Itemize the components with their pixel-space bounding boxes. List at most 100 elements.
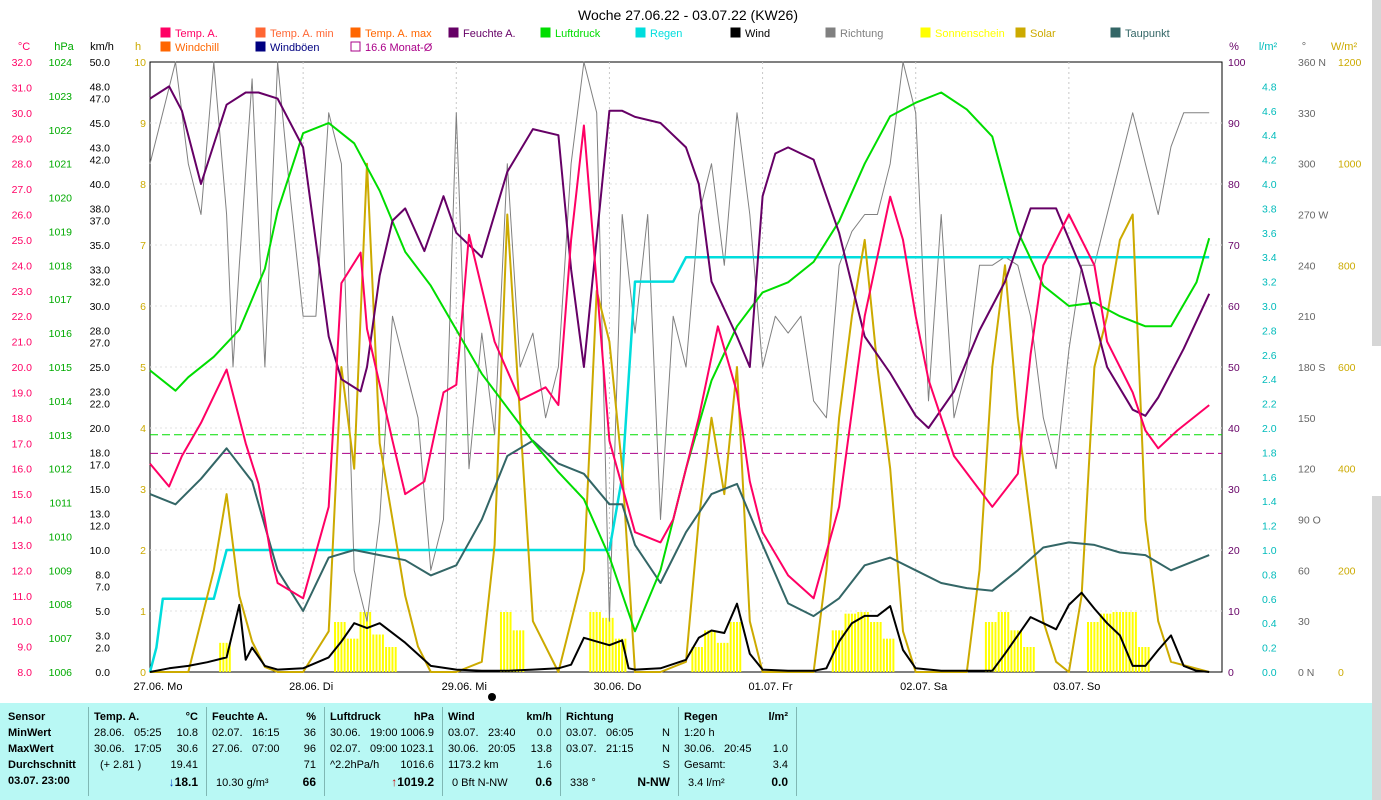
series-line-richtung: [149, 61, 1210, 622]
day-label: 03.07. So: [1053, 681, 1100, 693]
temp-min-time: 05:25: [134, 727, 162, 739]
axis-tick-sun: 2: [140, 545, 146, 557]
temp-avg-value: 19.41: [170, 759, 198, 771]
legend-label: Windböen: [270, 42, 320, 54]
axis-tick-temp: 17.0: [12, 438, 33, 450]
current-position-marker: [488, 693, 496, 701]
rain-column: Regen l/m² 1:20 h 30.06. 20:45 1.0 Gesam…: [684, 703, 792, 800]
axis-tick-rain: 2.2: [1262, 399, 1277, 411]
wind-column: Wind km/h 03.07. 23:40 0.0 30.06. 20:05 …: [448, 703, 556, 800]
axis-tick-dir: 30: [1298, 616, 1310, 628]
axis-tick-wind: 48.0: [90, 81, 111, 93]
axis-tick-rain: 2.8: [1262, 325, 1277, 337]
axis-tick-wind: 32.0: [90, 277, 111, 289]
axis-tick-wind: 2.0: [95, 643, 110, 655]
axis-tick-dir: 240: [1298, 260, 1316, 272]
legend-label: Temp. A. max: [365, 28, 432, 40]
press-current: ↑1019.2: [391, 775, 434, 789]
legend-swatch: [825, 27, 836, 38]
axis-tick-temp: 24.0: [12, 260, 33, 272]
axis-tick-temp: 31.0: [12, 82, 33, 94]
press-trend: ^2.2hPa/h: [330, 759, 380, 771]
temp-max-date: 30.06.: [94, 743, 125, 755]
press-max-time: 09:00: [370, 743, 398, 755]
axis-tick-rain: 4.2: [1262, 155, 1277, 167]
hum-abs-humidity: 10.30 g/m³: [216, 777, 269, 789]
axis-tick-press: 1014: [49, 396, 73, 408]
axis-tick-hum: 50: [1228, 362, 1240, 374]
temp-unit: °C: [185, 711, 198, 723]
separator: [324, 707, 325, 796]
dir-min-time: 06:05: [606, 727, 634, 739]
axis-tick-press: 1022: [49, 125, 73, 137]
axis-tick-sun: 5: [140, 362, 146, 374]
down-arrow-icon: ↓: [168, 775, 175, 789]
legend-swatch: [448, 27, 459, 38]
axis-tick-rain: 0.0: [1262, 667, 1277, 679]
axis-tick-rain: 0.2: [1262, 643, 1277, 655]
axis-tick-wind: 40.0: [90, 179, 111, 191]
press-max-date: 02.07.: [330, 743, 361, 755]
axis-tick-press: 1012: [49, 464, 73, 476]
series-line-temp-a-: [149, 124, 1210, 600]
axis-tick-dir: 330: [1298, 108, 1316, 120]
axis-tick-press: 1017: [49, 294, 73, 306]
axis-tick-solar: 400: [1338, 464, 1356, 476]
axis-tick-dir: 0 N: [1298, 667, 1314, 679]
axis-tick-wind: 30.0: [90, 301, 111, 313]
separator: [88, 707, 89, 796]
axis-tick-rain: 0.6: [1262, 594, 1277, 606]
temp-min-date: 28.06.: [94, 727, 125, 739]
axis-tick-wind: 37.0: [90, 216, 111, 228]
axis-tick-press: 1010: [49, 531, 73, 543]
rain-total-label: Gesamt:: [684, 759, 726, 771]
temp-column: Temp. A. °C 28.06. 05:25 10.8 30.06. 17:…: [94, 703, 202, 800]
press-avg-value: 1016.6: [400, 759, 434, 771]
stats-panel: Sensor MinWert MaxWert Durchschnitt 03.0…: [0, 703, 1372, 800]
legend-swatch: [350, 27, 361, 38]
axis-tick-press: 1006: [49, 667, 73, 679]
axis-tick-solar: 800: [1338, 260, 1356, 272]
humidity-column: Feuchte A. % 02.07. 16:15 36 27.06. 07:0…: [212, 703, 320, 800]
axis-tick-wind: 5.0: [95, 606, 110, 618]
axis-tick-solar: 1200: [1338, 57, 1362, 69]
axis-tick-temp: 15.0: [12, 489, 33, 501]
hum-current-value: 66: [302, 775, 316, 789]
dir-avg-value: S: [662, 759, 670, 771]
axis-tick-wind: 43.0: [90, 142, 111, 154]
axis-tick-temp: 10.0: [12, 616, 33, 628]
legend-label: Regen: [650, 28, 682, 40]
axis-tick-press: 1021: [49, 159, 73, 171]
wind-current-value: 0.6: [535, 775, 552, 789]
axis-tick-temp: 23.0: [12, 286, 33, 298]
axis-unit-rain: l/m²: [1259, 41, 1278, 53]
wind-header: Wind: [448, 711, 475, 723]
axis-tick-wind: 13.0: [90, 508, 111, 520]
axis-tick-hum: 70: [1228, 240, 1240, 252]
axis-tick-rain: 3.2: [1262, 277, 1277, 289]
legend-label: Temp. A. min: [270, 28, 334, 40]
dir-current-value: N-NW: [637, 775, 670, 789]
rain-max-value: 1.0: [772, 743, 788, 755]
temp-current: ↓18.1: [169, 775, 198, 789]
axis-tick-sun: 1: [140, 606, 146, 618]
axis-tick-sun: 3: [140, 484, 146, 496]
legend-label: Temp. A.: [175, 28, 218, 40]
axis-tick-hum: 80: [1228, 179, 1240, 191]
axis-tick-wind: 28.0: [90, 325, 111, 337]
axis-unit-press: hPa: [54, 41, 74, 53]
series-line-taupunkt: [149, 439, 1210, 618]
rain-max-date: 30.06.: [684, 743, 715, 755]
axis-tick-dir: 270 W: [1298, 210, 1328, 222]
dir-max-date: 03.07.: [566, 743, 597, 755]
axis-tick-rain: 3.0: [1262, 301, 1277, 313]
axis-tick-rain: 2.6: [1262, 350, 1277, 362]
pressure-column: Luftdruck hPa 30.06. 19:00 1006.9 02.07.…: [330, 703, 438, 800]
axis-tick-dir: 90 O: [1298, 515, 1321, 527]
axis-tick-sun: 10: [134, 57, 146, 69]
axis-tick-wind: 12.0: [90, 521, 111, 533]
axis-tick-temp: 29.0: [12, 133, 33, 145]
legend-label: Sonnenschein: [935, 28, 1005, 40]
legend-swatch: [920, 27, 931, 38]
wind-distance: 1173.2 km: [448, 759, 499, 771]
